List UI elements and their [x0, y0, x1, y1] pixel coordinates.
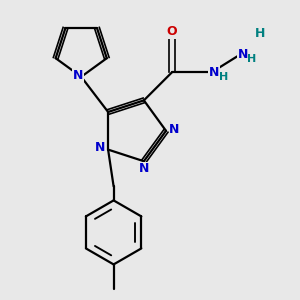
Text: O: O [167, 26, 177, 38]
Text: N: N [73, 69, 83, 82]
Text: H: H [218, 72, 228, 82]
Text: N: N [169, 123, 179, 136]
Text: N: N [139, 162, 149, 176]
Text: H: H [247, 55, 256, 64]
Text: H: H [254, 27, 265, 40]
Text: N: N [238, 48, 248, 61]
Text: N: N [94, 141, 105, 154]
Text: N: N [209, 66, 219, 79]
